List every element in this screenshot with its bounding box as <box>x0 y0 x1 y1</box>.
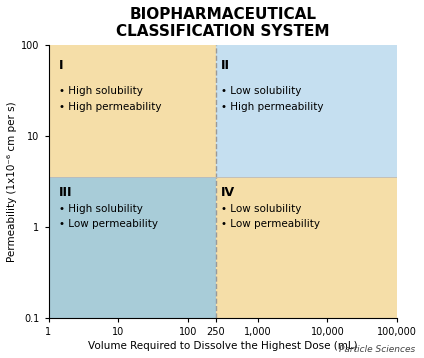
Bar <box>216 177 397 318</box>
Y-axis label: Permeability (1x10⁻⁶ cm per s): Permeability (1x10⁻⁶ cm per s) <box>7 101 17 262</box>
Text: II: II <box>221 59 230 72</box>
Text: • High solubility
• High permeability: • High solubility • High permeability <box>59 86 161 112</box>
Text: • Low solubility
• Low permeability: • Low solubility • Low permeability <box>221 204 320 229</box>
X-axis label: Volume Required to Dissolve the Highest Dose (mL): Volume Required to Dissolve the Highest … <box>88 341 357 351</box>
Bar <box>48 45 216 177</box>
Title: BIOPHARMACEUTICAL
CLASSIFICATION SYSTEM: BIOPHARMACEUTICAL CLASSIFICATION SYSTEM <box>116 7 329 39</box>
Text: IV: IV <box>221 186 235 199</box>
Bar <box>48 177 216 318</box>
Text: Particle Sciences: Particle Sciences <box>339 345 416 354</box>
Text: III: III <box>59 186 72 199</box>
Text: • Low solubility
• High permeability: • Low solubility • High permeability <box>221 86 324 112</box>
Text: I: I <box>59 59 63 72</box>
Text: • High solubility
• Low permeability: • High solubility • Low permeability <box>59 204 158 229</box>
